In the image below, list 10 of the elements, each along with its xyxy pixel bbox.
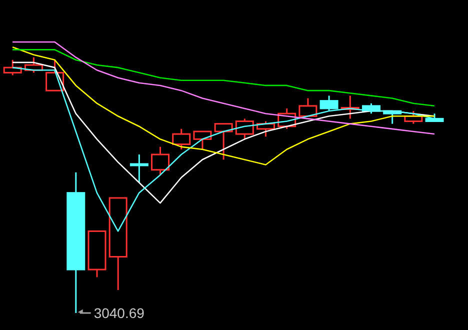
candlestick xyxy=(214,123,233,160)
candlestick xyxy=(130,154,148,184)
candlestick xyxy=(172,128,191,150)
candlestick xyxy=(235,118,254,140)
candlestick xyxy=(320,94,338,112)
candlestick xyxy=(3,59,22,76)
candlestick xyxy=(151,146,170,176)
annotation: 3040.69 xyxy=(94,305,145,321)
candlestick xyxy=(298,97,318,117)
candlestick xyxy=(193,130,212,150)
